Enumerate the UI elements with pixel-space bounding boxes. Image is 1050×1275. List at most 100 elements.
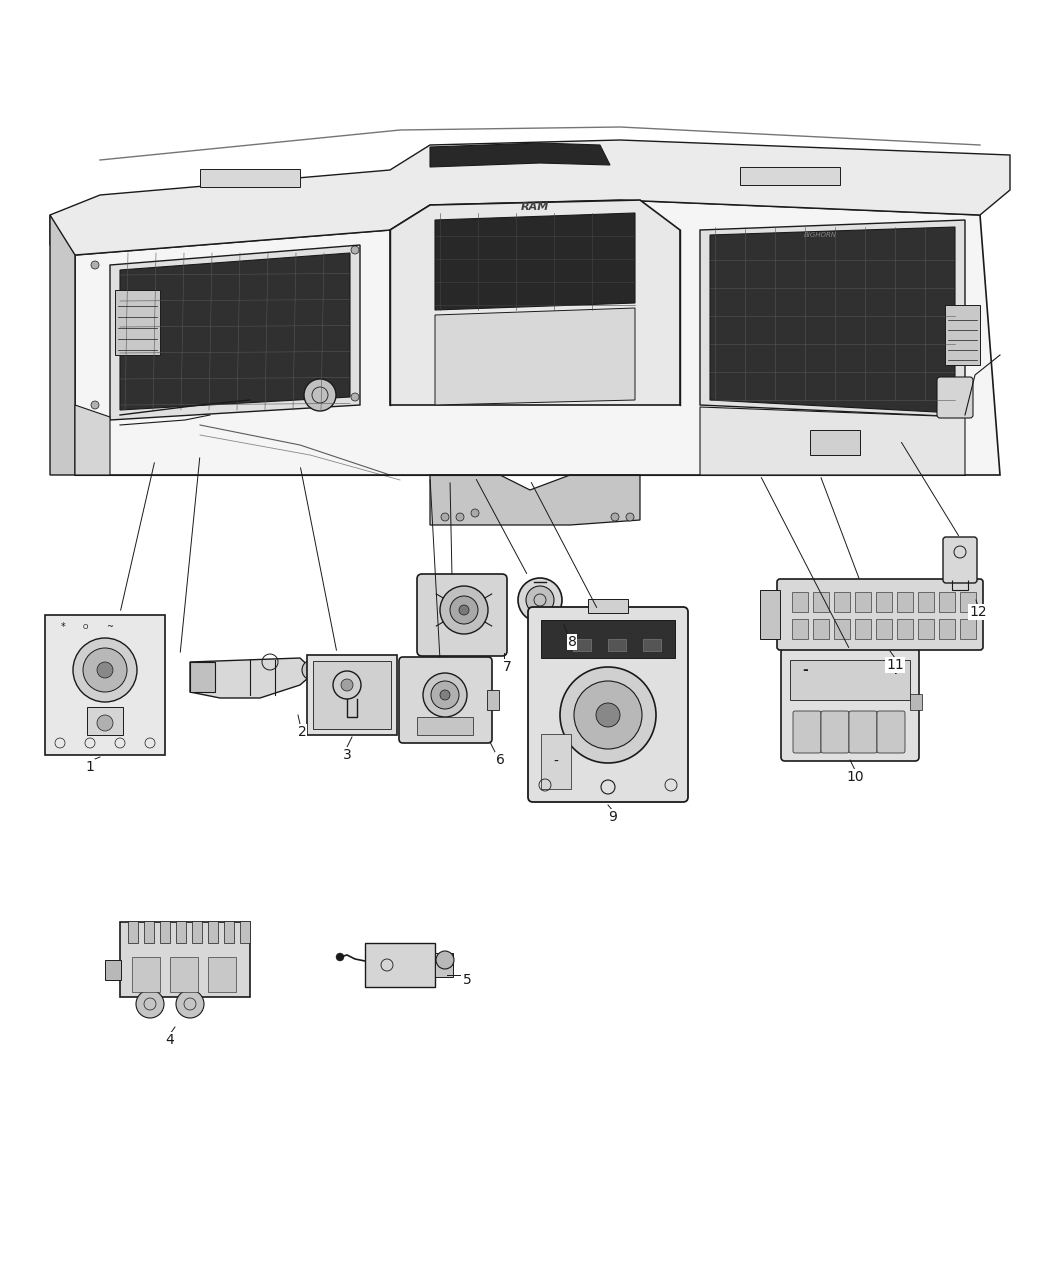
- Text: 3: 3: [342, 748, 352, 762]
- Polygon shape: [710, 227, 956, 413]
- Circle shape: [516, 340, 544, 368]
- Circle shape: [440, 586, 488, 634]
- Bar: [487, 690, 499, 710]
- Bar: [45, 615, 165, 755]
- FancyBboxPatch shape: [793, 711, 821, 754]
- Bar: [834, 592, 851, 612]
- Circle shape: [304, 379, 336, 411]
- Circle shape: [436, 951, 454, 969]
- Polygon shape: [110, 245, 360, 419]
- Polygon shape: [75, 405, 110, 476]
- Bar: [945, 305, 980, 365]
- Bar: [834, 618, 851, 639]
- Bar: [240, 921, 250, 944]
- Bar: [128, 921, 138, 944]
- Bar: [876, 618, 892, 639]
- Circle shape: [574, 681, 642, 748]
- Text: -: -: [553, 755, 559, 769]
- Circle shape: [526, 586, 554, 615]
- Circle shape: [450, 595, 478, 623]
- Circle shape: [441, 513, 449, 521]
- FancyBboxPatch shape: [877, 711, 905, 754]
- Polygon shape: [390, 200, 680, 405]
- Bar: [200, 170, 300, 187]
- Bar: [910, 694, 922, 710]
- Text: 11: 11: [886, 658, 904, 672]
- Bar: [939, 592, 956, 612]
- Bar: [224, 921, 234, 944]
- FancyBboxPatch shape: [943, 537, 976, 583]
- Bar: [541, 620, 675, 658]
- Bar: [192, 921, 202, 944]
- Circle shape: [560, 667, 656, 762]
- Polygon shape: [75, 200, 1000, 476]
- Bar: [792, 618, 809, 639]
- Circle shape: [341, 680, 353, 691]
- Bar: [170, 958, 198, 992]
- Circle shape: [423, 673, 467, 717]
- Text: +: +: [889, 663, 901, 677]
- Circle shape: [176, 989, 204, 1017]
- Bar: [960, 618, 977, 639]
- Bar: [120, 922, 250, 997]
- Bar: [760, 590, 780, 639]
- FancyBboxPatch shape: [937, 377, 973, 418]
- Text: O: O: [82, 623, 88, 630]
- FancyBboxPatch shape: [821, 711, 849, 754]
- Polygon shape: [435, 213, 635, 310]
- Text: 6: 6: [496, 754, 504, 768]
- Bar: [435, 952, 453, 977]
- Polygon shape: [430, 143, 610, 167]
- Polygon shape: [700, 221, 965, 417]
- Bar: [813, 592, 830, 612]
- Bar: [792, 592, 809, 612]
- FancyBboxPatch shape: [849, 711, 877, 754]
- Text: 2: 2: [297, 725, 307, 739]
- Bar: [918, 592, 935, 612]
- Polygon shape: [120, 252, 350, 411]
- Circle shape: [471, 509, 479, 516]
- Polygon shape: [430, 476, 640, 525]
- Bar: [897, 618, 914, 639]
- Bar: [588, 599, 628, 613]
- Bar: [208, 921, 218, 944]
- Text: 7: 7: [503, 660, 511, 674]
- Bar: [160, 921, 170, 944]
- Bar: [208, 958, 236, 992]
- FancyBboxPatch shape: [528, 607, 688, 802]
- Circle shape: [97, 662, 113, 678]
- Circle shape: [302, 660, 322, 680]
- Text: 5: 5: [463, 973, 471, 987]
- Circle shape: [518, 578, 562, 622]
- Bar: [939, 618, 956, 639]
- Text: 8: 8: [568, 635, 576, 649]
- Bar: [105, 960, 121, 980]
- Circle shape: [430, 681, 459, 709]
- Bar: [144, 921, 154, 944]
- Bar: [897, 592, 914, 612]
- Polygon shape: [435, 309, 635, 405]
- Circle shape: [351, 246, 359, 254]
- Bar: [190, 662, 215, 692]
- Circle shape: [91, 402, 99, 409]
- Bar: [790, 660, 910, 700]
- Circle shape: [591, 337, 620, 365]
- Text: 4: 4: [166, 1033, 174, 1047]
- Circle shape: [136, 989, 164, 1017]
- Text: 10: 10: [846, 770, 864, 784]
- Bar: [313, 660, 391, 729]
- Bar: [417, 717, 472, 734]
- FancyBboxPatch shape: [781, 648, 919, 761]
- Bar: [365, 944, 435, 987]
- FancyBboxPatch shape: [777, 579, 983, 650]
- Bar: [541, 734, 571, 789]
- Text: 1: 1: [85, 760, 94, 774]
- FancyBboxPatch shape: [399, 657, 492, 743]
- Text: *: *: [61, 622, 65, 632]
- Bar: [876, 592, 892, 612]
- Bar: [960, 592, 977, 612]
- Circle shape: [83, 648, 127, 692]
- Bar: [573, 639, 591, 652]
- Bar: [132, 958, 160, 992]
- Polygon shape: [190, 658, 315, 697]
